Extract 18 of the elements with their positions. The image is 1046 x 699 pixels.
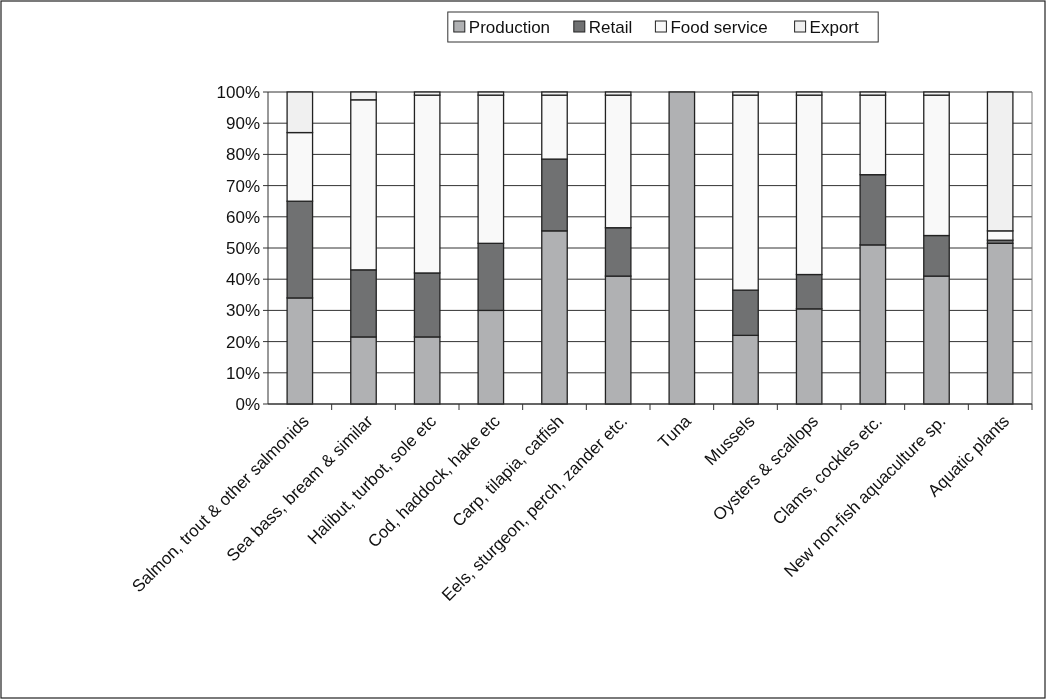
legend-label: Export xyxy=(809,17,860,37)
y-tick-label: 10% xyxy=(225,363,260,383)
legend-label: Retail xyxy=(588,17,633,37)
y-tick-label: 50% xyxy=(225,238,260,258)
x-tick-label: Tuna xyxy=(654,411,696,452)
y-tick-label: 20% xyxy=(225,332,260,352)
y-tick-label: 100% xyxy=(216,82,260,102)
y-tick-label: 90% xyxy=(225,114,260,134)
y-tick-label: 0% xyxy=(235,394,260,414)
bar xyxy=(668,91,696,405)
y-tick-label: 40% xyxy=(225,270,260,290)
y-tick-label: 30% xyxy=(225,301,260,321)
legend-label: Production xyxy=(468,17,551,37)
bar xyxy=(986,242,1014,405)
y-tick-label: 60% xyxy=(225,207,260,227)
legend-label: Food service xyxy=(670,17,768,37)
y-tick-label: 70% xyxy=(225,176,260,196)
y-tick-label: 80% xyxy=(225,145,260,165)
